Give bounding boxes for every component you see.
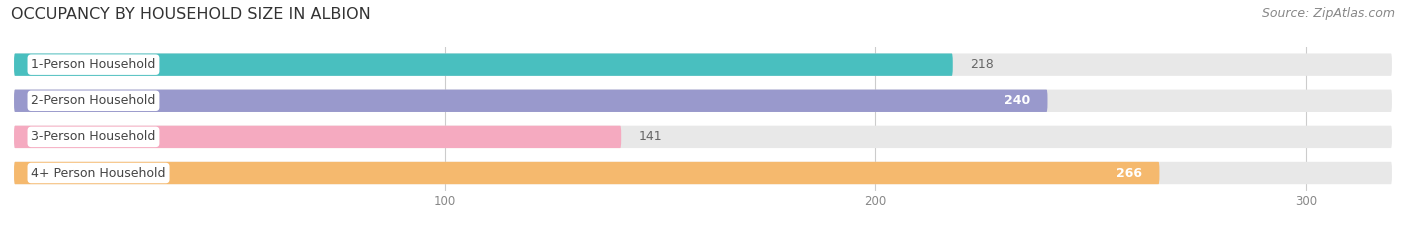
- FancyBboxPatch shape: [14, 126, 621, 148]
- Text: 218: 218: [970, 58, 994, 71]
- Text: Source: ZipAtlas.com: Source: ZipAtlas.com: [1261, 7, 1395, 20]
- Text: 1-Person Household: 1-Person Household: [31, 58, 156, 71]
- Text: 240: 240: [1004, 94, 1031, 107]
- Text: 3-Person Household: 3-Person Household: [31, 130, 156, 143]
- Text: 4+ Person Household: 4+ Person Household: [31, 167, 166, 179]
- FancyBboxPatch shape: [14, 53, 953, 76]
- FancyBboxPatch shape: [14, 162, 1160, 184]
- FancyBboxPatch shape: [14, 89, 1392, 112]
- Text: 266: 266: [1116, 167, 1142, 179]
- FancyBboxPatch shape: [14, 89, 1047, 112]
- FancyBboxPatch shape: [14, 53, 1392, 76]
- FancyBboxPatch shape: [14, 126, 1392, 148]
- Text: OCCUPANCY BY HOUSEHOLD SIZE IN ALBION: OCCUPANCY BY HOUSEHOLD SIZE IN ALBION: [11, 7, 371, 22]
- Text: 141: 141: [638, 130, 662, 143]
- Text: 2-Person Household: 2-Person Household: [31, 94, 156, 107]
- FancyBboxPatch shape: [14, 162, 1392, 184]
